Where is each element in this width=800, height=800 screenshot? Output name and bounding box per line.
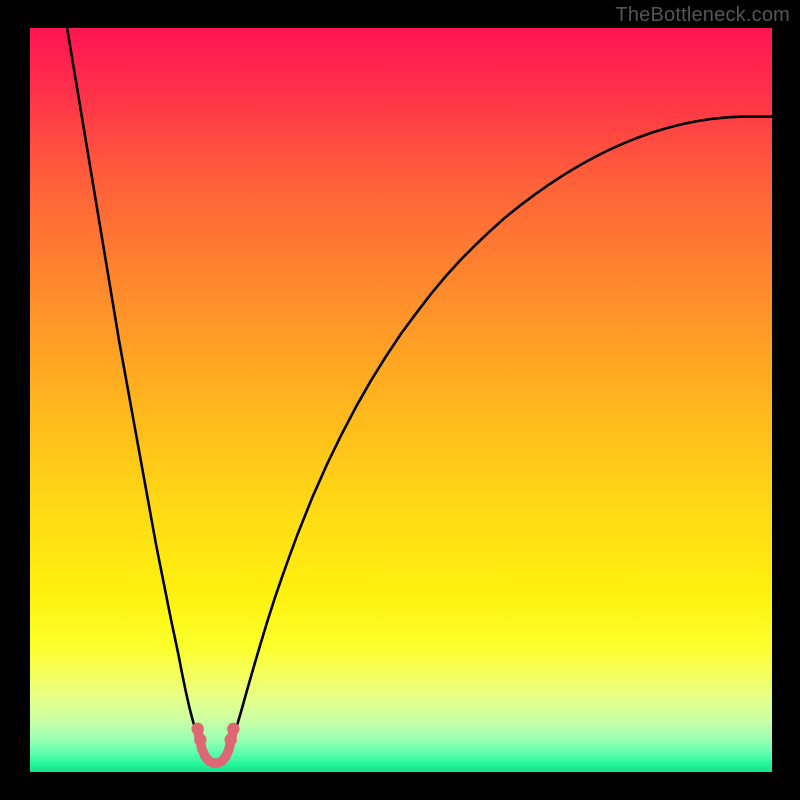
valley-endcap-dot: [225, 733, 237, 745]
valley-endcap-dot: [194, 733, 206, 745]
valley-endcap-dot: [191, 723, 203, 735]
chart-svg: [0, 0, 800, 800]
watermark-text: TheBottleneck.com: [615, 4, 790, 27]
chart-plot-area: [30, 28, 772, 772]
valley-endcap-dot: [227, 723, 239, 735]
chart-container: TheBottleneck.com: [0, 0, 800, 800]
